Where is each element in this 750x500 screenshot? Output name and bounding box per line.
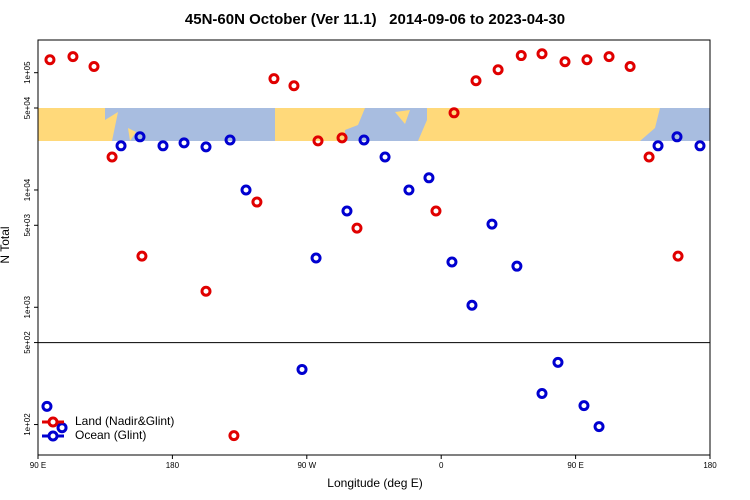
y-tick-label: 5e+03 (23, 213, 32, 236)
point (593, 421, 605, 433)
point (603, 51, 615, 63)
point (470, 75, 482, 87)
y-tick-label: 1e+03 (23, 295, 32, 318)
point (56, 422, 68, 434)
map-band (38, 108, 710, 141)
point (134, 131, 146, 143)
point (624, 60, 636, 72)
point (559, 56, 571, 68)
point (67, 51, 79, 63)
point (268, 73, 280, 85)
point (296, 363, 308, 375)
point (200, 285, 212, 297)
point (136, 250, 148, 262)
legend-marker (47, 430, 59, 442)
y-axis-label: N Total (0, 226, 12, 263)
point (312, 135, 324, 147)
point (351, 222, 363, 234)
x-tick-label: 180 (703, 461, 717, 470)
point (403, 184, 415, 196)
point (578, 400, 590, 412)
point (552, 356, 564, 368)
point (228, 430, 240, 442)
point (251, 196, 263, 208)
legend-marker (47, 416, 59, 428)
point (430, 205, 442, 217)
point (200, 141, 212, 153)
y-tick-label: 1e+04 (23, 178, 32, 201)
chart-title: 45N-60N October (Ver 11.1) 2014-09-06 to… (185, 11, 565, 28)
point (652, 140, 664, 152)
point (288, 80, 300, 92)
point (44, 54, 56, 66)
point (581, 54, 593, 66)
point (310, 252, 322, 264)
x-tick-label: 90 W (297, 461, 316, 470)
point (492, 64, 504, 76)
plot-frame (37, 39, 711, 456)
point (694, 140, 706, 152)
y-tick-label: 5e+02 (23, 331, 32, 354)
point (466, 299, 478, 311)
point (515, 50, 527, 62)
map-land (640, 108, 660, 141)
point (157, 140, 169, 152)
map-land (345, 108, 430, 141)
point (224, 134, 236, 146)
point (358, 134, 370, 146)
point (341, 205, 353, 217)
point (41, 400, 53, 412)
x-tick-label: 90 E (567, 461, 583, 470)
point (379, 151, 391, 163)
x-tick-label: 180 (166, 461, 180, 470)
legend-label: Ocean (Glint) (75, 428, 146, 442)
legend-label: Land (Nadir&Glint) (75, 414, 174, 428)
point (448, 107, 460, 119)
point (115, 140, 127, 152)
point (486, 218, 498, 230)
point (643, 151, 655, 163)
y-tick-label: 5e+04 (23, 96, 32, 119)
point (336, 132, 348, 144)
point (423, 172, 435, 184)
point (536, 387, 548, 399)
point (536, 48, 548, 60)
point (671, 131, 683, 143)
y-tick-label: 1e+02 (23, 413, 32, 436)
point (88, 60, 100, 72)
y-tick-label: 1e+05 (23, 61, 32, 84)
map-land (105, 112, 136, 141)
point (446, 256, 458, 268)
point (106, 151, 118, 163)
point (240, 184, 252, 196)
x-axis-label: Longitude (deg E) (327, 476, 422, 490)
x-tick-label: 90 E (30, 461, 46, 470)
point (511, 260, 523, 272)
point (672, 250, 684, 262)
point (178, 137, 190, 149)
x-tick-label: 0 (439, 461, 444, 470)
